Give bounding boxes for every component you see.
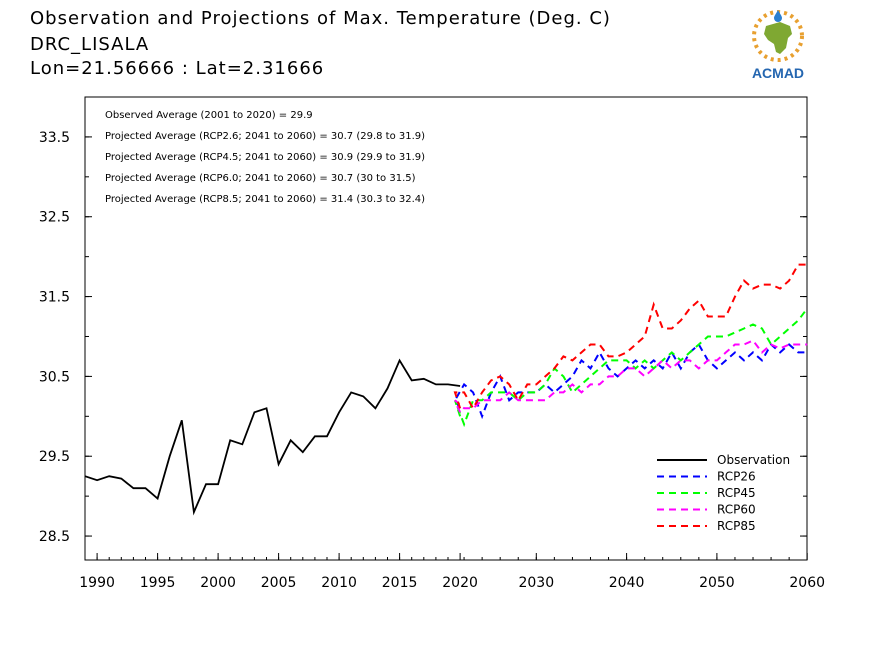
data-series: [84, 263, 809, 516]
y-tick-label: 33.5: [39, 130, 70, 146]
x-tick-label: 2060: [789, 575, 825, 591]
note-line: Projected Average (RCP4.5; 2041 to 2060)…: [105, 152, 425, 163]
x-tick-label: 1995: [140, 575, 176, 591]
x-tick-label: 1990: [79, 575, 115, 591]
logo-text: ACMAD: [752, 65, 804, 81]
x-tick-label: 2010: [321, 575, 357, 591]
y-tick-label: 29.5: [39, 449, 70, 465]
water-drop-icon: [774, 10, 782, 22]
series-line-rcp26: [453, 342, 808, 420]
series-line-rcp60: [454, 339, 808, 413]
y-tick-label: 30.5: [39, 369, 70, 385]
station-name: DRC_LISALA: [30, 34, 150, 55]
x-tick-label: 2030: [518, 575, 554, 591]
x-tick-label: 2000: [200, 575, 236, 591]
plot-frame: [84, 96, 808, 561]
legend-label: RCP26: [717, 470, 756, 484]
legend-label: Observation: [717, 453, 790, 467]
legend: Observation RCP26 RCP45 RCP60 RCP85: [657, 453, 790, 533]
average-notes: Observed Average (2001 to 2020) = 29.9 Pr…: [105, 110, 425, 205]
series-line-observation: [84, 358, 461, 516]
africa-map-icon: [764, 22, 792, 54]
station-coordinates: Lon=21.56666 : Lat=2.31666: [30, 58, 325, 79]
chart-title: Observation and Projections of Max. Temp…: [30, 8, 611, 29]
x-tick-label: 2005: [261, 575, 297, 591]
y-tick-label: 28.5: [39, 529, 70, 545]
x-tick-label: 2050: [699, 575, 735, 591]
note-line: Projected Average (RCP8.5; 2041 to 2060)…: [105, 194, 425, 205]
x-tick-label: 2015: [382, 575, 418, 591]
series-line-rcp85: [453, 263, 808, 411]
note-line: Projected Average (RCP6.0; 2041 to 2060)…: [105, 173, 416, 184]
note-line: Projected Average (RCP2.6; 2041 to 2060)…: [105, 131, 425, 142]
legend-label: RCP45: [717, 486, 756, 500]
acmad-logo: ACMAD: [752, 10, 804, 81]
series-line-rcp45: [454, 307, 809, 428]
y-tick-label: 31.5: [39, 290, 70, 306]
legend-label: RCP60: [717, 503, 756, 517]
axis-ticks: 28.5 29.5 30.5 31.5 32.5 33.5 1990 1995 2000 2005…: [39, 130, 825, 591]
x-tick-label: 2020: [442, 575, 478, 591]
y-tick-label: 32.5: [39, 210, 70, 226]
note-line: Observed Average (2001 to 2020) = 29.9: [105, 110, 313, 121]
x-tick-label: 2040: [609, 575, 645, 591]
legend-label: RCP85: [717, 519, 756, 533]
